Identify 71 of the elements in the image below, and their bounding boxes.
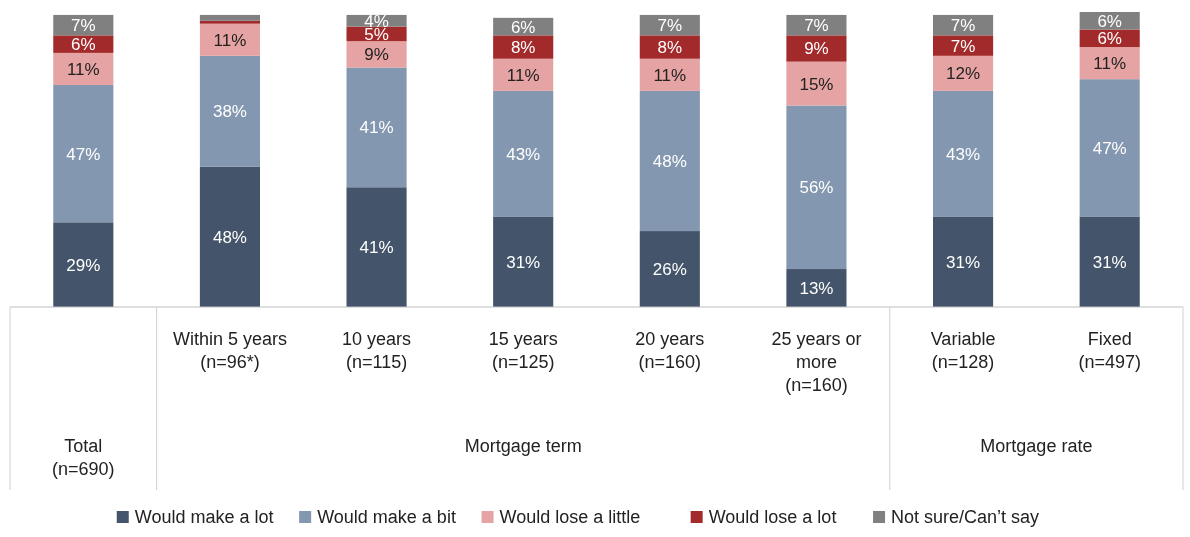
data-label: 11% xyxy=(66,59,100,79)
text: Mortgage term xyxy=(464,436,582,456)
text: Mortgage rate xyxy=(980,436,1093,456)
legend-label: Not sure/Can’t say xyxy=(891,507,1040,527)
x-tick-label: 20 years (n=160) xyxy=(635,329,705,372)
data-label: 6% xyxy=(71,35,96,55)
legend-label: Would make a bit xyxy=(317,507,456,527)
x-tick-label: 15 years (n=125) xyxy=(488,329,558,372)
bar xyxy=(346,187,407,307)
bar xyxy=(493,216,554,307)
x-tick-label: Variable (n=128) xyxy=(930,329,996,372)
bar xyxy=(53,222,114,307)
data-label: 31% xyxy=(946,252,981,272)
data-label: 11% xyxy=(213,30,247,50)
data-label: 8% xyxy=(510,38,536,57)
bar xyxy=(199,20,260,24)
data-label: 56% xyxy=(799,178,834,198)
data-label: 11% xyxy=(506,65,540,85)
data-label: 31% xyxy=(1092,252,1127,272)
data-label: 48% xyxy=(212,227,247,247)
bar xyxy=(786,105,847,270)
legend-label: Would lose a lot xyxy=(708,507,837,527)
data-label: 6% xyxy=(1097,11,1122,31)
data-label: 7% xyxy=(71,16,96,36)
x-tick-label: 25 years or more (n=160) xyxy=(771,329,862,395)
bar xyxy=(933,55,994,91)
data-label: 9% xyxy=(364,45,389,65)
bar xyxy=(493,90,554,217)
data-label: 7% xyxy=(950,16,976,36)
data-label: 29% xyxy=(66,255,101,275)
x-tick-label: 10 years (n=115) xyxy=(342,329,412,372)
data-label: 31% xyxy=(506,252,541,272)
data-label: 26% xyxy=(652,259,687,279)
bar xyxy=(933,90,994,217)
data-label: 13% xyxy=(799,278,834,298)
data-label: 6% xyxy=(1097,29,1122,49)
data-label: 43% xyxy=(946,144,981,164)
data-label: 9% xyxy=(804,39,829,59)
data-label: 48% xyxy=(652,151,687,171)
bar xyxy=(933,35,994,56)
bar xyxy=(346,67,407,188)
bar xyxy=(199,166,260,307)
bar xyxy=(1079,79,1140,217)
data-label: 12% xyxy=(946,64,981,84)
x-tick-label: Within 5 years (n=96*) xyxy=(172,329,287,372)
legend-label: Would make a lot xyxy=(134,507,274,527)
bar xyxy=(786,35,847,62)
data-label: 47% xyxy=(1092,138,1127,158)
bar xyxy=(199,14,260,21)
data-label: 11% xyxy=(1093,54,1127,74)
data-label: 15% xyxy=(799,74,834,94)
data-label: 6% xyxy=(510,17,536,37)
bar xyxy=(53,85,114,223)
legend-label: Would lose a little xyxy=(499,507,641,527)
data-label: 41% xyxy=(359,238,394,258)
bar xyxy=(639,90,700,232)
data-label: 7% xyxy=(804,16,829,36)
data-label: 41% xyxy=(359,118,394,138)
bar xyxy=(639,231,700,307)
data-label: 47% xyxy=(66,144,101,164)
data-label: 38% xyxy=(212,102,247,122)
data-label: 7% xyxy=(657,16,683,36)
data-label: 8% xyxy=(657,38,683,57)
bar xyxy=(199,55,260,167)
data-label: 7% xyxy=(950,36,976,56)
text: Total (n=690) xyxy=(52,436,115,479)
x-tick-label: Fixed (n=497) xyxy=(1078,329,1141,372)
bar xyxy=(1079,216,1140,307)
data-label: 43% xyxy=(506,144,541,164)
bar xyxy=(933,216,994,307)
data-label: 11% xyxy=(653,65,687,85)
